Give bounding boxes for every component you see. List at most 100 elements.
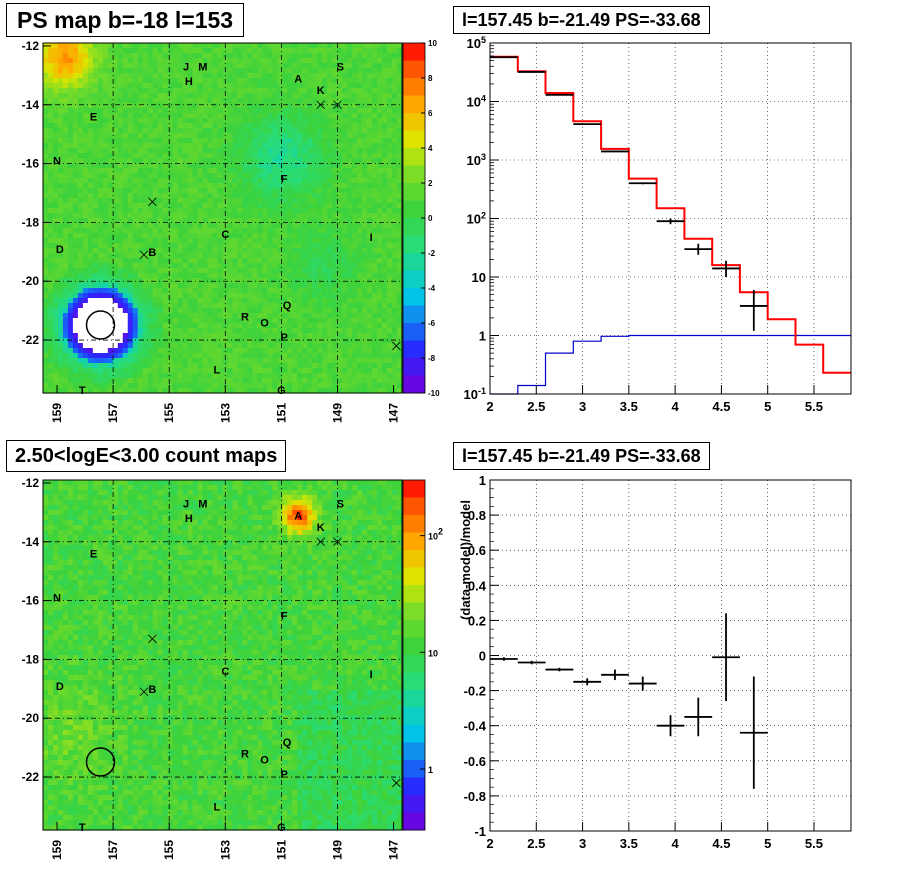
residual-title: l=157.45 b=-21.49 PS=-33.68 — [453, 442, 710, 470]
data-point — [739, 289, 768, 331]
ps-map-colorbar — [402, 42, 426, 394]
y-tick-label: -16 — [22, 157, 40, 171]
colorbar-tick-label: -2 — [428, 249, 436, 258]
source-label-R: R — [241, 312, 249, 324]
source-label-N: N — [53, 593, 61, 605]
x-marker — [139, 687, 149, 697]
source-label-P: P — [281, 769, 288, 781]
residual-grid — [490, 480, 851, 831]
data-point — [517, 71, 546, 73]
x-tick-label: 5.5 — [805, 399, 823, 414]
colorbar-tick-label: -8 — [428, 354, 436, 363]
y-tick-label: -20 — [22, 711, 40, 725]
source-label-L: L — [214, 801, 221, 813]
source-label-N: N — [53, 156, 61, 168]
y-tick-label: 102 — [467, 211, 486, 227]
source-label-Q: Q — [283, 300, 292, 312]
ps-map-title: PS map b=-18 l=153 — [6, 3, 245, 37]
x-tick-label: 153 — [218, 403, 232, 423]
x-tick-label: 2.5 — [527, 399, 545, 414]
y-tick-label: -0.4 — [464, 719, 487, 734]
x-marker — [148, 634, 157, 644]
data-point — [712, 260, 740, 277]
source-label-J: J — [183, 499, 189, 511]
x-tick-label: 3 — [579, 836, 586, 851]
spectrum-title: l=157.45 b=-21.49 PS=-33.68 — [453, 6, 710, 34]
x-tick-label: 4.5 — [712, 399, 730, 414]
colorbar-tick-label: 0 — [428, 214, 433, 223]
source-label-J: J — [183, 62, 189, 74]
source-label-H: H — [185, 76, 193, 88]
source-label-S: S — [337, 499, 344, 511]
data-point — [684, 243, 713, 255]
x-tick-label: 155 — [162, 840, 176, 860]
residual-point — [601, 669, 629, 681]
source-label-D: D — [56, 681, 64, 693]
residual-point — [517, 660, 546, 665]
y-tick-label: 0 — [479, 649, 486, 664]
x-tick-label: 149 — [330, 840, 344, 860]
y-tick-label: 0.2 — [468, 613, 486, 628]
y-tick-label: -12 — [22, 39, 40, 53]
y-tick-label: -0.6 — [464, 754, 486, 769]
data-point — [628, 182, 657, 185]
residual-point — [739, 676, 768, 789]
x-tick-label: 151 — [274, 840, 288, 860]
source-label-C: C — [221, 229, 229, 241]
y-tick-label: 103 — [467, 152, 486, 168]
colorbar-tick-label: 2 — [428, 179, 433, 188]
colorbar-tick-label: 6 — [428, 109, 433, 118]
residual-point — [684, 697, 713, 737]
count-map-grid — [43, 480, 402, 830]
colorbar-tick-label: 4 — [428, 144, 433, 153]
colorbar-tick-label: 102 — [428, 527, 443, 542]
y-tick-label: -14 — [22, 98, 40, 112]
y-tick-label: -0.2 — [464, 684, 486, 699]
x-tick-label: 4.5 — [712, 836, 730, 851]
x-marker — [392, 341, 401, 351]
x-tick-label: 4 — [672, 399, 680, 414]
residual-point — [656, 715, 685, 737]
ps-map-heatmap — [43, 43, 403, 394]
x-tick-label: 157 — [106, 840, 120, 860]
y-tick-label: 0.6 — [468, 543, 486, 558]
ps-map-grid — [43, 43, 402, 393]
y-tick-label: -20 — [22, 274, 40, 288]
data-point — [490, 56, 518, 59]
data-point — [656, 218, 685, 225]
y-tick-label: 10-1 — [464, 386, 486, 402]
residual-point — [628, 676, 657, 691]
colorbar-tick-label: -10 — [428, 389, 440, 398]
count-map-colorbar — [402, 479, 426, 831]
source-label-T: T — [79, 822, 86, 834]
y-tick-label: 1 — [479, 329, 486, 344]
source-label-L: L — [214, 364, 221, 376]
x-tick-label: 3.5 — [620, 399, 638, 414]
x-tick-label: 157 — [106, 403, 120, 423]
y-tick-label: -12 — [22, 476, 40, 490]
x-tick-label: 5.5 — [805, 836, 823, 851]
colorbar-tick-label: -6 — [428, 319, 436, 328]
x-tick-label: 153 — [218, 840, 232, 860]
source-label-C: C — [221, 666, 229, 678]
source-label-S: S — [337, 62, 344, 74]
source-label-A: A — [294, 73, 302, 85]
count-map-heatmap — [43, 480, 403, 831]
x-tick-label: 2 — [486, 836, 493, 851]
y-tick-label: 10 — [472, 270, 486, 285]
source-label-I: I — [370, 232, 373, 244]
source-label-R: R — [241, 749, 249, 761]
source-label-K: K — [317, 85, 325, 97]
source-label-M: M — [198, 62, 207, 74]
residual-point — [712, 613, 740, 702]
source-label-I: I — [370, 669, 373, 681]
y-tick-label: 1 — [479, 473, 486, 488]
model-line — [490, 55, 851, 374]
y-tick-label: 0.8 — [468, 508, 486, 523]
source-label-A: A — [294, 510, 302, 522]
data-point — [545, 93, 574, 96]
y-tick-label: -18 — [22, 652, 40, 666]
y-tick-label: -18 — [22, 215, 40, 229]
x-marker — [392, 778, 401, 788]
